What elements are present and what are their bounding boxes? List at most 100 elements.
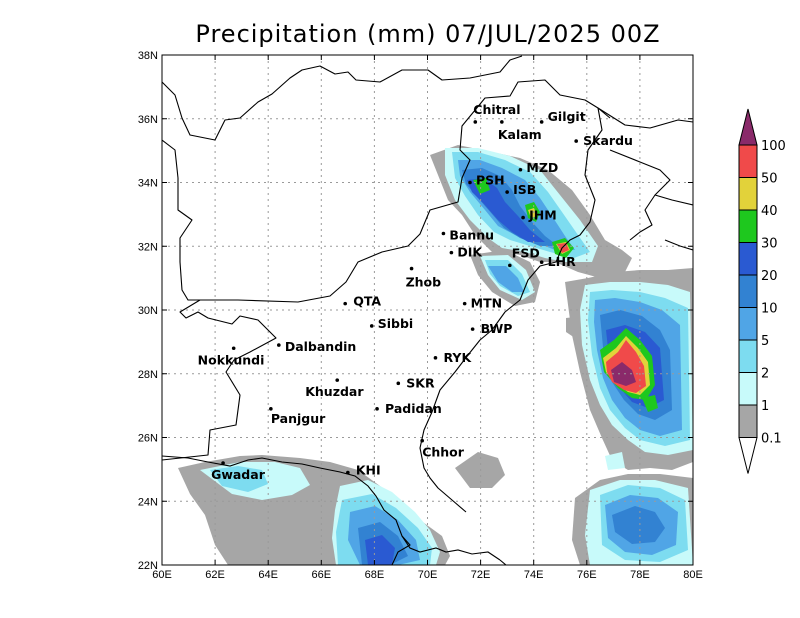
colorbar-label: 40	[761, 204, 778, 219]
city-marker	[539, 260, 544, 264]
city-marker	[473, 120, 478, 124]
lon-tick-label: 68E	[365, 569, 385, 581]
precipitation-colorbar: 100 50 40 30 20 10 5 2 1 0.1	[738, 108, 786, 474]
city-label: Gilgit	[548, 109, 586, 124]
colorbar-segment	[738, 177, 758, 211]
colorbar-label: 10	[761, 302, 778, 317]
city-label: BWP	[481, 321, 513, 336]
city-marker	[396, 381, 401, 386]
city-label: DIK	[457, 245, 483, 260]
lon-tick-label: 78E	[630, 569, 650, 581]
city-label: MZD	[526, 160, 558, 175]
city-label: ISB	[513, 182, 536, 197]
colorbar-segment	[738, 372, 758, 406]
lon-tick-label: 62E	[205, 569, 225, 581]
city-label: Padidan	[385, 401, 442, 416]
colorbar-label: 20	[761, 269, 778, 284]
colorbar-under-triangle	[738, 437, 758, 474]
lat-tick-label: 34N	[138, 178, 158, 190]
city-marker	[539, 120, 544, 124]
city-label: Chitral	[473, 102, 520, 117]
colorbar-segment	[738, 404, 758, 438]
city-label: Nokkundi	[198, 352, 265, 367]
lat-tick-label: 38N	[138, 50, 158, 62]
city-marker	[462, 301, 467, 306]
lat-tick-label: 22N	[138, 560, 158, 572]
colorbar-label: 2	[761, 367, 769, 382]
colorbar-label: 30	[761, 237, 778, 252]
colorbar-segment	[738, 209, 758, 243]
city-label: FSD	[512, 245, 540, 260]
lat-tick-label: 28N	[138, 369, 158, 381]
map-axes: 60E 62E 64E 66E 68E 70E 72E 74E 76E 78E 80E 22N 24N 2…	[138, 50, 703, 581]
city-label: PSH	[476, 173, 505, 188]
city-label: Kalam	[498, 127, 542, 142]
colorbar-segment	[738, 274, 758, 308]
lat-tick-label: 30N	[138, 305, 158, 317]
city-label: Dalbandin	[285, 339, 357, 354]
lat-tick-label: 26N	[138, 433, 158, 445]
city-label: Zhob	[406, 275, 442, 290]
city-label: Skardu	[583, 133, 633, 148]
colorbar-segment	[738, 339, 758, 373]
colorbar-label: 50	[761, 172, 778, 187]
city-marker	[433, 356, 438, 360]
lat-tick-label: 24N	[138, 496, 158, 508]
city-label: KHI	[356, 463, 381, 478]
lon-tick-label: 64E	[258, 569, 278, 581]
city-marker	[231, 346, 236, 351]
colorbar-segment	[738, 144, 758, 178]
city-marker	[574, 139, 578, 143]
precipitation-shading	[178, 145, 693, 565]
city-marker	[269, 407, 273, 411]
city-marker	[521, 215, 525, 220]
city-marker	[221, 461, 225, 465]
colorbar-label: 1	[761, 399, 769, 414]
city-label: SKR	[406, 375, 435, 390]
city-label: QTA	[353, 294, 381, 309]
city-marker	[441, 231, 446, 236]
city-marker	[468, 180, 472, 185]
city-label: JHM	[528, 208, 557, 223]
colorbar-segment	[738, 242, 758, 276]
lon-tick-label: 70E	[418, 569, 438, 581]
city-marker	[420, 438, 424, 443]
colorbar-over-triangle	[738, 108, 758, 146]
city-label: Sibbi	[378, 316, 413, 331]
city-label: LHR	[548, 254, 576, 269]
city-marker	[508, 263, 512, 268]
city-marker	[346, 470, 350, 475]
city-marker	[369, 324, 374, 328]
city-label: RYK	[443, 350, 472, 365]
city-marker	[409, 266, 414, 271]
lat-tick-label: 36N	[138, 114, 158, 126]
city-label: Chhor	[422, 445, 465, 460]
colorbar-segment	[738, 307, 758, 341]
lon-tick-label: 76E	[577, 569, 597, 581]
colorbar-label: 5	[761, 334, 769, 349]
city-marker	[335, 378, 340, 382]
lon-tick-label: 80E	[683, 569, 703, 581]
city-marker	[470, 327, 475, 331]
city-label: Bannu	[449, 228, 494, 243]
city-label: Gwadar	[211, 467, 266, 482]
lon-tick-label: 60E	[152, 569, 172, 581]
city-marker	[449, 250, 454, 255]
lon-tick-label: 74E	[524, 569, 544, 581]
city-marker	[505, 190, 509, 194]
country-borders	[162, 55, 693, 565]
map-title: Precipitation (mm) 07/JUL/2025 00Z	[195, 20, 660, 48]
city-labels: Chitral Gilgit Kalam Skardu MZD PSH ISB JHM Bann…	[198, 102, 633, 482]
city-marker	[277, 343, 281, 347]
city-marker	[375, 407, 379, 411]
city-marker	[518, 167, 523, 172]
colorbar-label: 100	[761, 139, 786, 154]
lon-tick-label: 66E	[312, 569, 332, 581]
lon-tick-label: 72E	[471, 569, 491, 581]
colorbar-label: 0.1	[761, 432, 782, 447]
city-label: Khuzdar	[305, 384, 364, 399]
city-label: MTN	[471, 296, 502, 311]
city-marker	[500, 120, 504, 124]
city-marker	[343, 301, 347, 306]
